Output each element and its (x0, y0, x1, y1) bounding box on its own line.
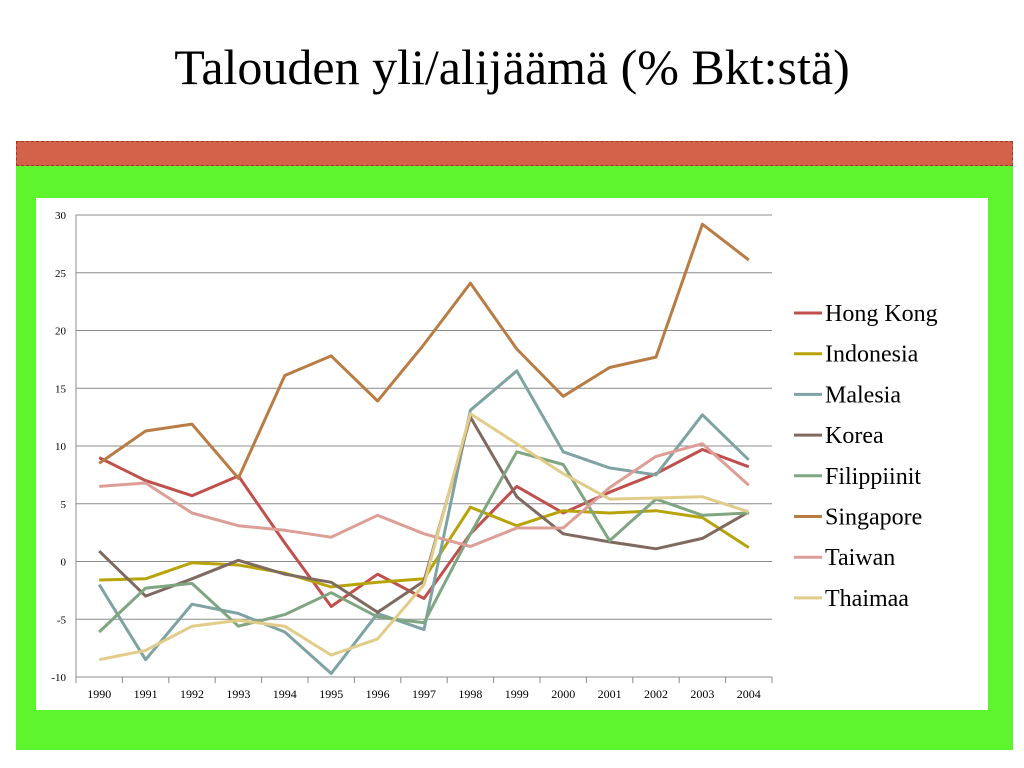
y-tick-label: 5 (61, 499, 67, 511)
legend-label-korea: Korea (825, 423, 884, 449)
x-tick-label: 2001 (598, 687, 622, 701)
x-tick-label: 1995 (319, 687, 343, 701)
x-tick-label: 1991 (134, 687, 158, 701)
legend-label-taiwan: Taiwan (825, 545, 895, 571)
x-tick-label: 1997 (412, 687, 436, 701)
legend-label-hong-kong: Hong Kong (825, 301, 938, 327)
line-chart: -10 -5 0 5 10 15 20 25 30 1990 1991 1992 1993 1994 199… (51, 210, 938, 701)
series-line-thaimaa (98, 412, 750, 662)
x-tick-label: 1999 (505, 687, 529, 701)
y-tick-label: 20 (55, 326, 67, 338)
legend-label-thaimaa: Thaimaa (825, 586, 909, 612)
x-tick-label: 1996 (366, 687, 390, 701)
x-tick-label: 2004 (737, 687, 761, 701)
legend-label-filippiinit: Filippiinit (825, 464, 921, 490)
series-line-singapore (98, 222, 750, 480)
y-tick-label: 10 (55, 441, 67, 453)
x-tick-label: 1998 (458, 687, 482, 701)
series-line-taiwan (99, 442, 750, 548)
decorative-banner (16, 141, 1013, 166)
x-tick-label: 2002 (644, 687, 668, 701)
y-tick-label: -5 (57, 614, 67, 626)
x-tick-label: 2000 (551, 687, 575, 701)
x-tick-label: 1990 (87, 687, 111, 701)
legend-label-indonesia: Indonesia (825, 342, 919, 368)
legend-label-malesia: Malesia (825, 382, 901, 408)
series-line-filippiinit (98, 450, 749, 634)
series-line-hong-kong (98, 448, 750, 608)
y-tick-label: 0 (61, 557, 67, 569)
x-tick-label: 1992 (180, 687, 204, 701)
series-line-malesia (97, 369, 750, 675)
x-tick-label: 1994 (273, 687, 297, 701)
y-tick-label: -10 (51, 672, 66, 684)
x-tick-label: 2003 (690, 687, 714, 701)
y-tick-label: 15 (55, 383, 67, 395)
chart-area: -10 -5 0 5 10 15 20 25 30 1990 1991 1992 1993 1994 199… (36, 198, 988, 710)
y-tick-label: 25 (55, 268, 67, 280)
y-tick-label: 30 (55, 210, 67, 222)
legend-label-singapore: Singapore (825, 505, 922, 531)
slide-title: Talouden yli/alijäämä (% Bkt:stä) (174, 39, 850, 95)
x-tick-label: 1993 (226, 687, 250, 701)
